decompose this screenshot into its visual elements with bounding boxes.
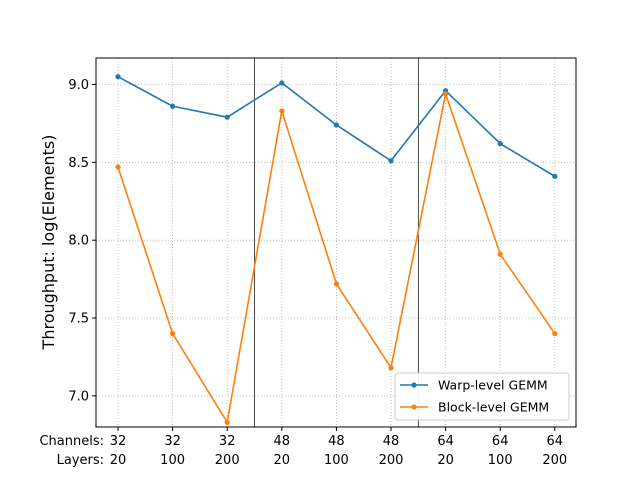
- data-point-warp: [333, 122, 339, 128]
- x-tick-channels: 48: [274, 434, 291, 449]
- x-tick-layers: 100: [160, 453, 185, 468]
- channels-row-label: Channels:: [39, 434, 104, 449]
- x-tick-layers: 20: [437, 453, 454, 468]
- x-tick-channels: 48: [383, 434, 400, 449]
- legend-warp-marker: [411, 382, 417, 388]
- x-tick-layers: 20: [110, 453, 127, 468]
- y-tick-label: 9.0: [68, 78, 89, 93]
- x-tick-layers: 20: [274, 453, 291, 468]
- x-tick-channels: 32: [110, 434, 127, 449]
- data-point-block: [333, 281, 339, 287]
- x-tick-layers: 200: [215, 453, 240, 468]
- legend-block-marker: [411, 404, 417, 410]
- y-tick-label: 8.5: [68, 156, 89, 171]
- x-tick-channels: 48: [328, 434, 345, 449]
- x-tick-channels: 64: [437, 434, 454, 449]
- x-tick-layers: 200: [379, 453, 404, 468]
- y-tick-label: 7.5: [68, 312, 89, 327]
- x-tick-channels: 32: [164, 434, 181, 449]
- data-point-block: [279, 108, 285, 114]
- legend-block-label: Block-level GEMM: [438, 400, 549, 415]
- data-point-warp: [497, 141, 503, 147]
- data-point-block: [443, 91, 449, 97]
- x-tick-channels: 64: [492, 434, 509, 449]
- data-point-block: [224, 419, 230, 425]
- y-axis: 7.0 7.5 8.0 8.5 9.0: [68, 78, 96, 404]
- x-tick-channels: 32: [219, 434, 236, 449]
- y-axis-label: Throughput: log(Elements): [39, 135, 58, 351]
- series-layer: [115, 74, 558, 425]
- x-tick-layers: 200: [542, 453, 567, 468]
- legend-warp-label: Warp-level GEMM: [438, 378, 548, 393]
- legend-frame: [394, 372, 570, 421]
- data-point-warp: [388, 158, 394, 164]
- data-point-warp: [279, 80, 285, 86]
- y-tick-label: 8.0: [68, 234, 89, 249]
- data-point-block: [552, 330, 558, 337]
- data-point-warp: [170, 103, 176, 109]
- group-separators: [254, 58, 419, 427]
- x-tick-channels: 64: [547, 434, 564, 449]
- x-tick-layers: 100: [488, 453, 513, 468]
- x-tick-layers: 100: [324, 453, 349, 468]
- data-point-warp: [552, 173, 558, 179]
- legend: Warp-level GEMM Block-level GEMM: [394, 372, 570, 421]
- data-point-block: [388, 365, 394, 371]
- y-tick-label: 7.0: [68, 389, 89, 404]
- layers-row-label: Layers:: [57, 453, 104, 468]
- data-point-block: [170, 330, 176, 337]
- data-point-warp: [115, 74, 121, 80]
- data-point-warp: [224, 114, 230, 120]
- data-point-block: [497, 251, 503, 257]
- data-point-block: [115, 164, 121, 170]
- x-axis: Channels: Layers: 32 20 32 100 32 200 48 20 48 10…: [39, 427, 567, 468]
